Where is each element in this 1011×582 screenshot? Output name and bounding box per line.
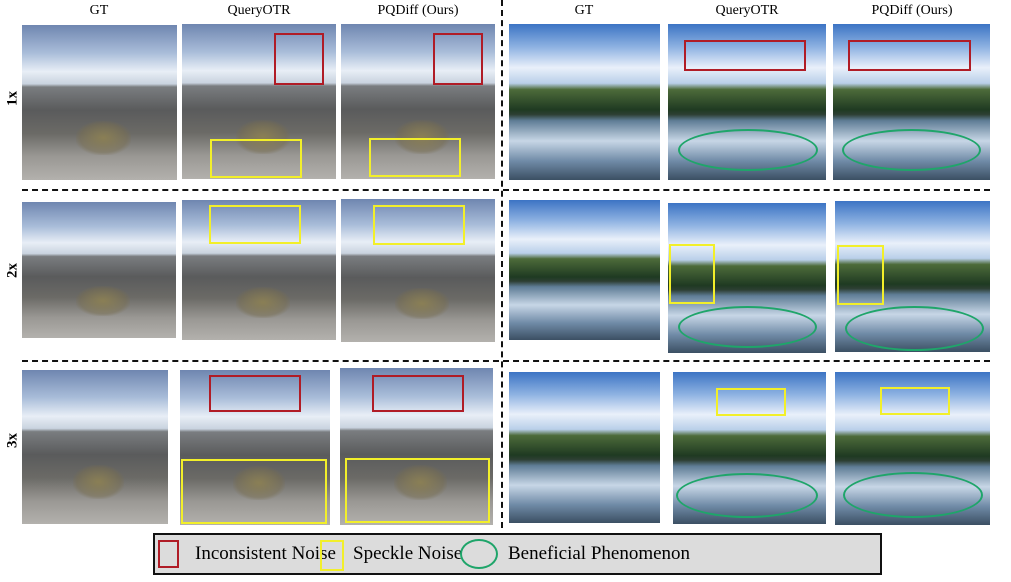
beneficial-phenomenon-ellipse	[676, 473, 818, 518]
image-3x-queryotr-canyon	[180, 370, 330, 525]
row-divider	[22, 189, 990, 191]
image-3x-pqdiff-canyon	[340, 368, 493, 525]
image-2x-queryotr-canyon	[182, 200, 336, 340]
beneficial-phenomenon-ellipse	[678, 129, 818, 171]
image-1x-gt-canyon	[22, 25, 177, 180]
image-1x-pqdiff-canyon	[341, 24, 495, 179]
col-header-queryotr-left: QueryOTR	[227, 3, 291, 18]
legend-label-speckle-noise: Speckle Noise	[353, 543, 463, 564]
image-2x-gt-lake	[509, 200, 660, 340]
speckle-noise-box	[373, 205, 465, 245]
col-header-queryotr-right: QueryOTR	[715, 3, 779, 18]
inconsistent-noise-box	[848, 40, 971, 71]
speckle-noise-box	[880, 387, 950, 415]
row-label-3x: 3x	[4, 433, 21, 448]
legend-red-rect-icon	[158, 540, 179, 568]
beneficial-phenomenon-ellipse	[845, 306, 984, 351]
col-header-gt-right: GT	[574, 3, 594, 18]
inconsistent-noise-box	[684, 40, 806, 71]
legend-label-beneficial-phenomenon: Beneficial Phenomenon	[508, 543, 691, 564]
legend: Inconsistent Noise Speckle Noise Benefic…	[153, 533, 882, 575]
legend-green-ellipse-icon	[460, 539, 498, 569]
row-divider	[22, 360, 990, 362]
row-label-1x: 1x	[4, 91, 21, 106]
speckle-noise-box	[669, 244, 715, 304]
inconsistent-noise-box	[274, 33, 324, 85]
speckle-noise-box	[345, 458, 490, 523]
image-3x-gt-canyon	[22, 370, 168, 524]
speckle-noise-box	[837, 245, 884, 305]
speckle-noise-box	[716, 388, 786, 416]
beneficial-phenomenon-ellipse	[842, 129, 981, 171]
col-header-pqdiff-right: PQDiff (Ours)	[871, 3, 953, 18]
legend-label-inconsistent-noise: Inconsistent Noise	[195, 543, 336, 564]
inconsistent-noise-box	[433, 33, 483, 85]
col-header-gt-left: GT	[89, 3, 109, 18]
image-3x-gt-lake	[509, 372, 660, 523]
col-header-pqdiff-left: PQDiff (Ours)	[377, 3, 459, 18]
beneficial-phenomenon-ellipse	[678, 306, 817, 348]
speckle-noise-box	[369, 138, 461, 177]
inconsistent-noise-box	[209, 375, 301, 412]
speckle-noise-box	[209, 205, 301, 244]
image-1x-gt-lake	[509, 24, 660, 180]
image-1x-queryotr-canyon	[182, 24, 336, 179]
legend-yellow-rect-icon	[320, 540, 344, 571]
column-group-divider	[501, 0, 503, 528]
beneficial-phenomenon-ellipse	[843, 472, 983, 518]
speckle-noise-box	[210, 139, 302, 178]
speckle-noise-box	[181, 459, 327, 524]
image-2x-gt-canyon	[22, 202, 176, 338]
image-2x-pqdiff-canyon	[341, 199, 495, 342]
row-label-2x: 2x	[4, 263, 21, 278]
inconsistent-noise-box	[372, 375, 464, 412]
